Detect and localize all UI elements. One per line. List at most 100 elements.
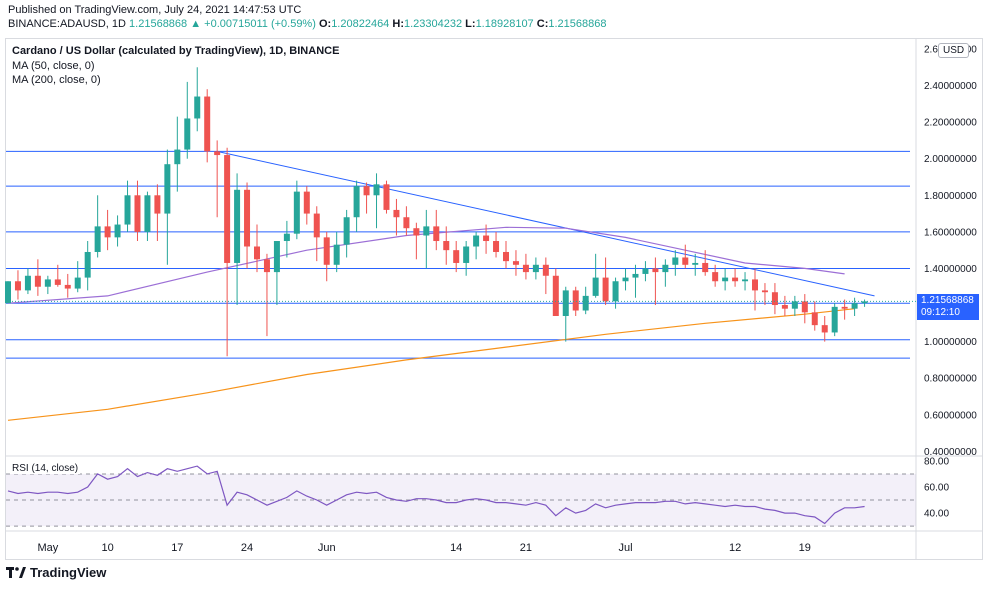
candle	[552, 268, 559, 316]
candle-body	[532, 264, 539, 273]
candle	[602, 257, 609, 306]
candle-body	[144, 195, 151, 232]
candle-body	[154, 195, 161, 214]
legend-ma200[interactable]: MA (200, close, 0)	[12, 74, 101, 86]
candle	[433, 209, 440, 251]
time-tick-label: 19	[799, 542, 811, 554]
price-tick-label: 1.60000000	[924, 227, 977, 238]
candle	[343, 209, 350, 258]
candle-body	[742, 279, 749, 282]
time-tick-label: 10	[101, 542, 113, 554]
high-value: 1.23304232	[403, 18, 463, 30]
candle-body	[24, 275, 31, 291]
candle-body	[273, 241, 280, 273]
candle-body	[632, 273, 639, 278]
candle	[652, 257, 659, 306]
candle-body	[114, 224, 121, 238]
candle	[622, 268, 629, 291]
candle-body	[552, 275, 559, 316]
candle-body	[64, 284, 71, 289]
candle	[74, 261, 81, 293]
open-label: O:	[318, 18, 332, 30]
candle	[423, 209, 430, 269]
last-price-value: 1.21568868	[921, 295, 974, 307]
low-label: L:	[465, 18, 476, 30]
candle-body	[124, 195, 131, 225]
price-tick-label: 2.00000000	[924, 154, 977, 165]
published-caption: Published on TradingView.com, July 24, 2…	[8, 4, 302, 16]
candle	[413, 222, 420, 260]
candle-body	[483, 235, 490, 242]
candle	[353, 180, 360, 232]
time-tick-label: 17	[171, 542, 183, 554]
candle-body	[34, 275, 41, 287]
candle	[542, 257, 549, 295]
currency-badge[interactable]: USD	[938, 43, 970, 58]
candle	[333, 231, 340, 273]
candle	[283, 220, 290, 258]
candle	[24, 268, 31, 295]
legend-ma50[interactable]: MA (50, close, 0)	[12, 60, 95, 72]
candle	[512, 250, 519, 276]
candle	[532, 257, 539, 280]
tradingview-logo[interactable]: TradingView	[6, 565, 106, 580]
candle	[771, 283, 778, 315]
candle-body	[582, 295, 589, 311]
candle	[273, 241, 280, 306]
candle-body	[293, 191, 300, 234]
candle	[54, 264, 61, 287]
candle-body	[463, 246, 470, 263]
candle-body	[283, 233, 290, 242]
candle	[712, 264, 719, 287]
candle-body	[702, 262, 709, 273]
price-tick-label: 1.40000000	[924, 264, 977, 275]
candle-body	[393, 209, 400, 218]
rsi-tick-label: 40.00	[924, 509, 949, 520]
candle-body	[791, 301, 798, 309]
candle-body	[134, 195, 141, 232]
candle-body	[14, 281, 21, 291]
candle-body	[732, 277, 739, 282]
candle	[463, 241, 470, 276]
candle	[14, 270, 21, 300]
candle-body	[433, 226, 440, 242]
candle-body	[801, 301, 808, 313]
candle	[254, 224, 260, 273]
bar-countdown: 09:12:10	[921, 307, 960, 319]
candle-body	[672, 257, 679, 265]
candle-body	[861, 301, 868, 304]
candle-body	[184, 118, 191, 150]
time-tick-label: 24	[241, 542, 253, 554]
candle-body	[423, 226, 430, 236]
candle-body	[353, 186, 360, 218]
candle	[702, 250, 709, 276]
candle	[154, 184, 161, 242]
candle-body	[164, 164, 171, 214]
candle-body	[612, 281, 619, 302]
candle-body	[224, 155, 231, 263]
candle-body	[592, 277, 599, 296]
candle-body	[263, 259, 270, 273]
candle-body	[831, 306, 838, 333]
candle-body	[383, 184, 390, 210]
legend-rsi[interactable]: RSI (14, close)	[10, 463, 81, 474]
price-change: 1.21568868 ▲ +0.00715011 (+0.59%)	[129, 18, 316, 30]
candle-body	[503, 251, 509, 262]
candle	[612, 277, 619, 309]
candle	[672, 250, 679, 276]
symbol-label: BINANCE:ADAUSD, 1D	[8, 18, 126, 30]
candle	[662, 259, 669, 287]
time-tick-label: 21	[520, 542, 532, 554]
candle	[104, 209, 111, 251]
candle	[234, 173, 241, 306]
candle	[124, 180, 131, 232]
price-tick-label: 1.80000000	[924, 191, 977, 202]
candle-body	[712, 272, 719, 282]
candle	[592, 253, 599, 298]
ma200-line	[7, 308, 855, 421]
candle-body	[622, 277, 629, 282]
candle-body	[333, 244, 340, 265]
candle	[572, 286, 579, 316]
candle-body	[254, 246, 260, 260]
